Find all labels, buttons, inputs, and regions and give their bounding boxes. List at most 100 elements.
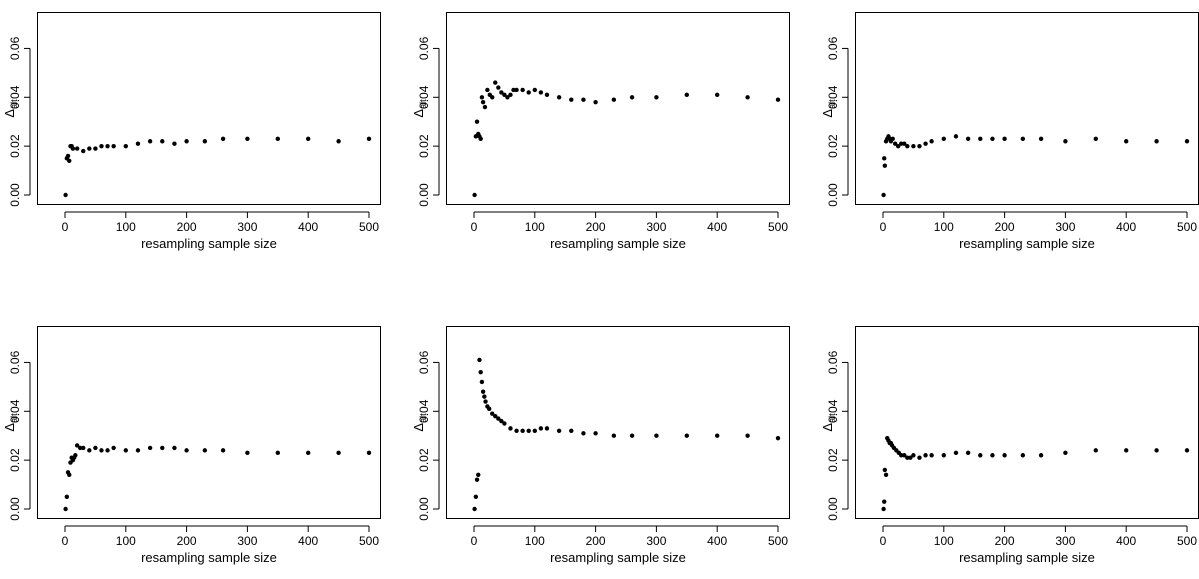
y-tick-label: 0.04	[826, 85, 840, 109]
x-tick-label: 400	[298, 220, 318, 234]
data-point	[220, 448, 226, 453]
x-tick-label: 200	[995, 220, 1015, 234]
data-point	[581, 97, 586, 102]
x-tick-label: 0	[880, 220, 887, 234]
data-point	[65, 153, 71, 159]
data-point	[476, 472, 481, 477]
y-tick-label: 0.02	[417, 448, 431, 472]
x-tick-label: 400	[707, 534, 727, 548]
x-tick-label: 300	[646, 534, 666, 548]
data-point	[654, 433, 659, 438]
data-point	[965, 136, 971, 142]
data-point	[882, 499, 887, 504]
chart-panel-5: 0 100 200 300 400 500 resampling sample size 0.…	[411, 326, 790, 565]
y-axis-subscript: alt	[418, 99, 428, 109]
data-point	[477, 357, 482, 363]
x-tick-label: 500	[1177, 534, 1197, 548]
x-tick-label: 200	[177, 534, 197, 548]
data-point	[1124, 139, 1129, 144]
x-tick-label: 500	[359, 220, 379, 234]
data-point	[684, 92, 689, 98]
y-tick-label: 0.04	[8, 399, 22, 423]
data-point	[479, 95, 485, 100]
data-point	[184, 139, 189, 144]
data-point	[556, 428, 562, 434]
y-tick-label: 0.06	[8, 350, 22, 374]
data-point	[1063, 450, 1068, 456]
data-point	[482, 104, 488, 110]
x-tick-label: 200	[586, 534, 606, 548]
data-points	[63, 136, 372, 198]
data-point	[611, 433, 617, 438]
data-point	[526, 90, 531, 95]
data-point	[493, 80, 498, 85]
data-point	[496, 85, 501, 90]
data-point	[990, 453, 995, 458]
y-tick-label: 0.06	[8, 36, 22, 60]
data-point	[917, 455, 922, 460]
y-axis-title: Δalt	[820, 413, 837, 432]
x-axis-title: resampling sample size	[550, 236, 686, 251]
data-point	[745, 95, 750, 100]
data-point	[105, 143, 110, 149]
data-point	[1093, 448, 1099, 453]
data-point	[275, 450, 280, 456]
data-point	[538, 426, 544, 431]
data-point	[581, 431, 586, 436]
x-tick-label: 200	[177, 220, 197, 234]
y-axis-symbol: Δ	[2, 423, 17, 432]
data-point	[105, 448, 110, 453]
data-point	[472, 506, 477, 512]
data-point	[745, 433, 750, 438]
x-tick-label: 0	[471, 534, 478, 548]
y-axis-subscript: alt	[827, 413, 837, 423]
data-point	[514, 87, 519, 93]
y-tick-label: 0.06	[417, 36, 431, 60]
plot-frame	[37, 326, 381, 519]
data-point	[1184, 448, 1190, 453]
y-tick-label: 0.02	[8, 448, 22, 472]
y-axis-title: Δalt	[411, 413, 428, 432]
data-point	[511, 87, 516, 93]
chart-panel-4: 0 100 200 300 400 500 resampling sample size 0.…	[2, 326, 381, 565]
data-point	[474, 477, 480, 482]
data-point	[629, 433, 635, 438]
data-point	[67, 472, 72, 477]
data-point	[99, 448, 104, 453]
data-point	[172, 445, 177, 451]
x-tick-label: 100	[525, 534, 545, 548]
y-axis-title: Δalt	[2, 99, 19, 118]
data-point	[715, 433, 720, 438]
y-tick-label: 0.06	[826, 36, 840, 60]
data-point	[905, 455, 910, 460]
x-tick-label: 300	[646, 220, 666, 234]
data-point	[74, 146, 80, 151]
data-point	[965, 450, 971, 456]
x-tick-label: 400	[1116, 220, 1136, 234]
y-axis-subscript: alt	[418, 413, 428, 423]
data-point	[172, 141, 177, 146]
data-point	[93, 445, 98, 451]
data-point	[93, 146, 98, 151]
data-point	[1020, 136, 1026, 142]
plot-frame	[37, 12, 381, 205]
data-point	[775, 435, 781, 441]
data-point	[64, 494, 70, 499]
chart-panel-2: 0 100 200 300 400 500 resampling sample size 0.…	[411, 12, 790, 251]
y-tick-label: 0.06	[417, 350, 431, 374]
data-points	[63, 443, 372, 512]
data-points	[881, 435, 1190, 512]
data-point	[63, 192, 68, 198]
x-tick-label: 0	[471, 220, 478, 234]
data-point	[775, 97, 781, 102]
data-point	[715, 92, 720, 98]
y-tick-label: 0.04	[826, 399, 840, 423]
data-point	[1124, 448, 1129, 453]
data-point	[184, 448, 189, 453]
chart-panel-1: 0 100 200 300 400 500 resampling sample size 0.…	[2, 12, 381, 251]
x-axis-title: resampling sample size	[959, 236, 1095, 251]
x-tick-label: 0	[62, 220, 69, 234]
data-point	[147, 445, 153, 451]
data-point	[473, 494, 479, 499]
